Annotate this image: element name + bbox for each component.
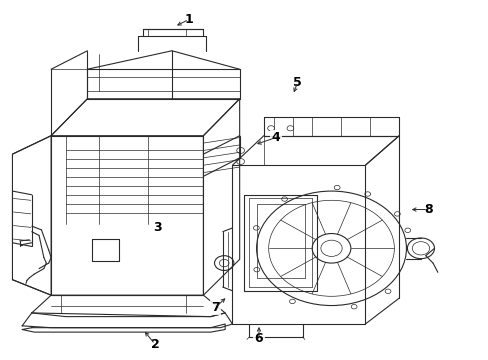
Text: 5: 5	[293, 76, 302, 89]
Text: 3: 3	[153, 221, 162, 234]
Text: 6: 6	[254, 332, 263, 345]
Text: 8: 8	[423, 203, 432, 216]
Text: 2: 2	[150, 338, 159, 351]
Text: 4: 4	[271, 131, 280, 144]
Text: 7: 7	[211, 301, 220, 314]
Text: 1: 1	[184, 13, 193, 26]
